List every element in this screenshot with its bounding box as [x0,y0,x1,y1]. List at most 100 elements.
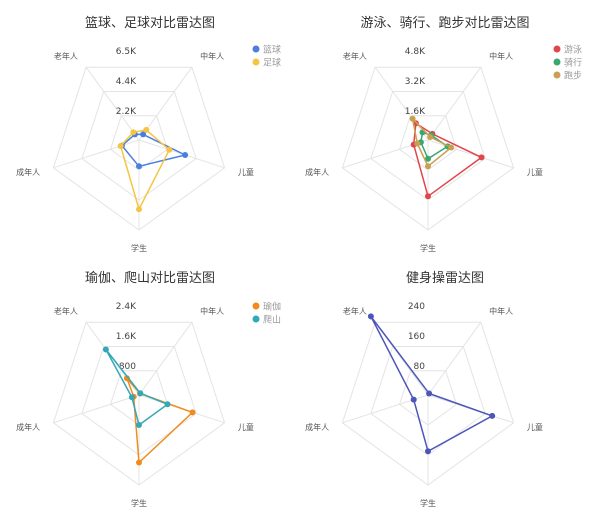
data-point [425,448,431,455]
legend-label[interactable]: 篮球 [263,44,281,56]
data-point [137,390,144,397]
data-point [117,143,124,149]
data-point [478,154,485,161]
legend-label[interactable]: 游泳 [564,44,582,56]
legend-marker[interactable] [252,315,260,323]
data-point [143,126,150,133]
series-line [126,377,194,465]
legend-label[interactable]: 足球 [263,57,281,69]
grid-ring [370,346,486,456]
tick-label: 6.5K [116,47,137,57]
grid-ring [398,115,458,171]
grid-ring [52,321,226,486]
data-point [189,409,196,416]
series-line [120,133,188,168]
axis-label: 中年人 [200,306,224,316]
axis-label: 学生 [420,498,436,508]
data-point [164,401,171,408]
chart-title: 游泳、骑行、跑步对比雷达图 [360,16,529,31]
tick-label: 1.6K [116,332,137,342]
grid-spoke [85,66,140,141]
data-point [140,131,147,138]
data-point [182,152,189,158]
grid-ring [81,91,197,201]
axis-label: 老年人 [54,51,78,61]
data-point [410,396,417,403]
axis-label: 成年人 [16,167,40,177]
chart-title: 健身操雷达图 [406,270,484,286]
data-point [166,146,173,153]
axis-label: 学生 [420,243,436,253]
axis-label: 成年人 [305,422,329,432]
grid-ring [341,66,515,231]
axis-label: 老年人 [54,306,78,316]
data-point [136,163,142,170]
data-point [448,144,455,151]
axis-label: 儿童 [238,167,254,177]
legend-label[interactable]: 瑜伽 [263,301,281,313]
axis-label: 学生 [131,498,147,508]
legend-label[interactable]: 跑步 [564,70,582,82]
axis-label: 儿童 [527,167,543,177]
axis-label: 儿童 [238,422,254,432]
grid-ring [398,370,458,426]
data-point [136,459,142,466]
tick-label: 2.2K [116,107,137,117]
axis-label: 中年人 [489,51,513,61]
tick-label: 4.8K [405,47,426,57]
grid-spoke [427,321,482,396]
axis-label: 儿童 [527,422,543,432]
data-point [489,412,496,419]
axis-label: 学生 [131,243,147,253]
data-point [136,422,142,428]
grid-spoke [374,66,429,141]
axis-label: 成年人 [16,422,40,432]
grid-spoke [427,66,482,141]
data-point [414,140,421,147]
series-line [105,349,170,427]
series-line [411,116,453,168]
chart-title: 瑜伽、爬山对比雷达图 [85,271,215,286]
tick-label: 80 [414,362,426,372]
data-point [130,129,137,136]
grid-ring [370,91,486,201]
legend-marker[interactable] [553,71,561,79]
tick-label: 3.2K [405,77,426,87]
legend-marker[interactable] [553,45,561,53]
data-point [409,115,416,122]
legend-marker[interactable] [252,58,260,66]
tick-label: 800 [119,362,136,372]
data-point [425,163,431,170]
legend-label[interactable]: 爬山 [263,315,281,326]
data-point [123,375,130,382]
axis-label: 老年人 [343,51,367,61]
legend-marker[interactable] [553,58,561,66]
grid-ring [341,321,515,486]
series-line [370,315,495,453]
legend-label[interactable]: 骑行 [564,57,582,69]
legend-marker[interactable] [252,302,260,310]
axis-label: 成年人 [305,167,329,177]
data-point [128,394,135,401]
tick-label: 160 [408,332,425,342]
grid-ring [52,66,226,231]
tick-label: 2.4K [116,302,137,312]
axis-label: 老年人 [343,306,367,316]
data-point [425,193,431,200]
grid-spoke [53,394,140,424]
data-point [427,134,434,140]
data-point [426,390,433,397]
data-point [425,155,431,162]
grid-spoke [427,139,514,169]
tick-label: 4.4K [116,77,137,87]
legend-marker[interactable] [252,45,260,53]
data-point [136,206,142,213]
chart-title: 篮球、足球对比雷达图 [85,16,215,31]
data-point [367,313,374,320]
grid-spoke [138,321,193,396]
